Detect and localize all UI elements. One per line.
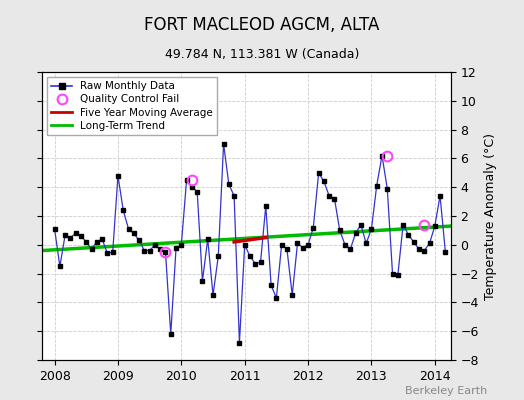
Text: 49.784 N, 113.381 W (Canada): 49.784 N, 113.381 W (Canada)	[165, 48, 359, 61]
Y-axis label: Temperature Anomaly (°C): Temperature Anomaly (°C)	[484, 132, 497, 300]
Text: FORT MACLEOD AGCM, ALTA: FORT MACLEOD AGCM, ALTA	[144, 16, 380, 34]
Legend: Raw Monthly Data, Quality Control Fail, Five Year Moving Average, Long-Term Tren: Raw Monthly Data, Quality Control Fail, …	[47, 77, 217, 135]
Text: Berkeley Earth: Berkeley Earth	[405, 386, 487, 396]
